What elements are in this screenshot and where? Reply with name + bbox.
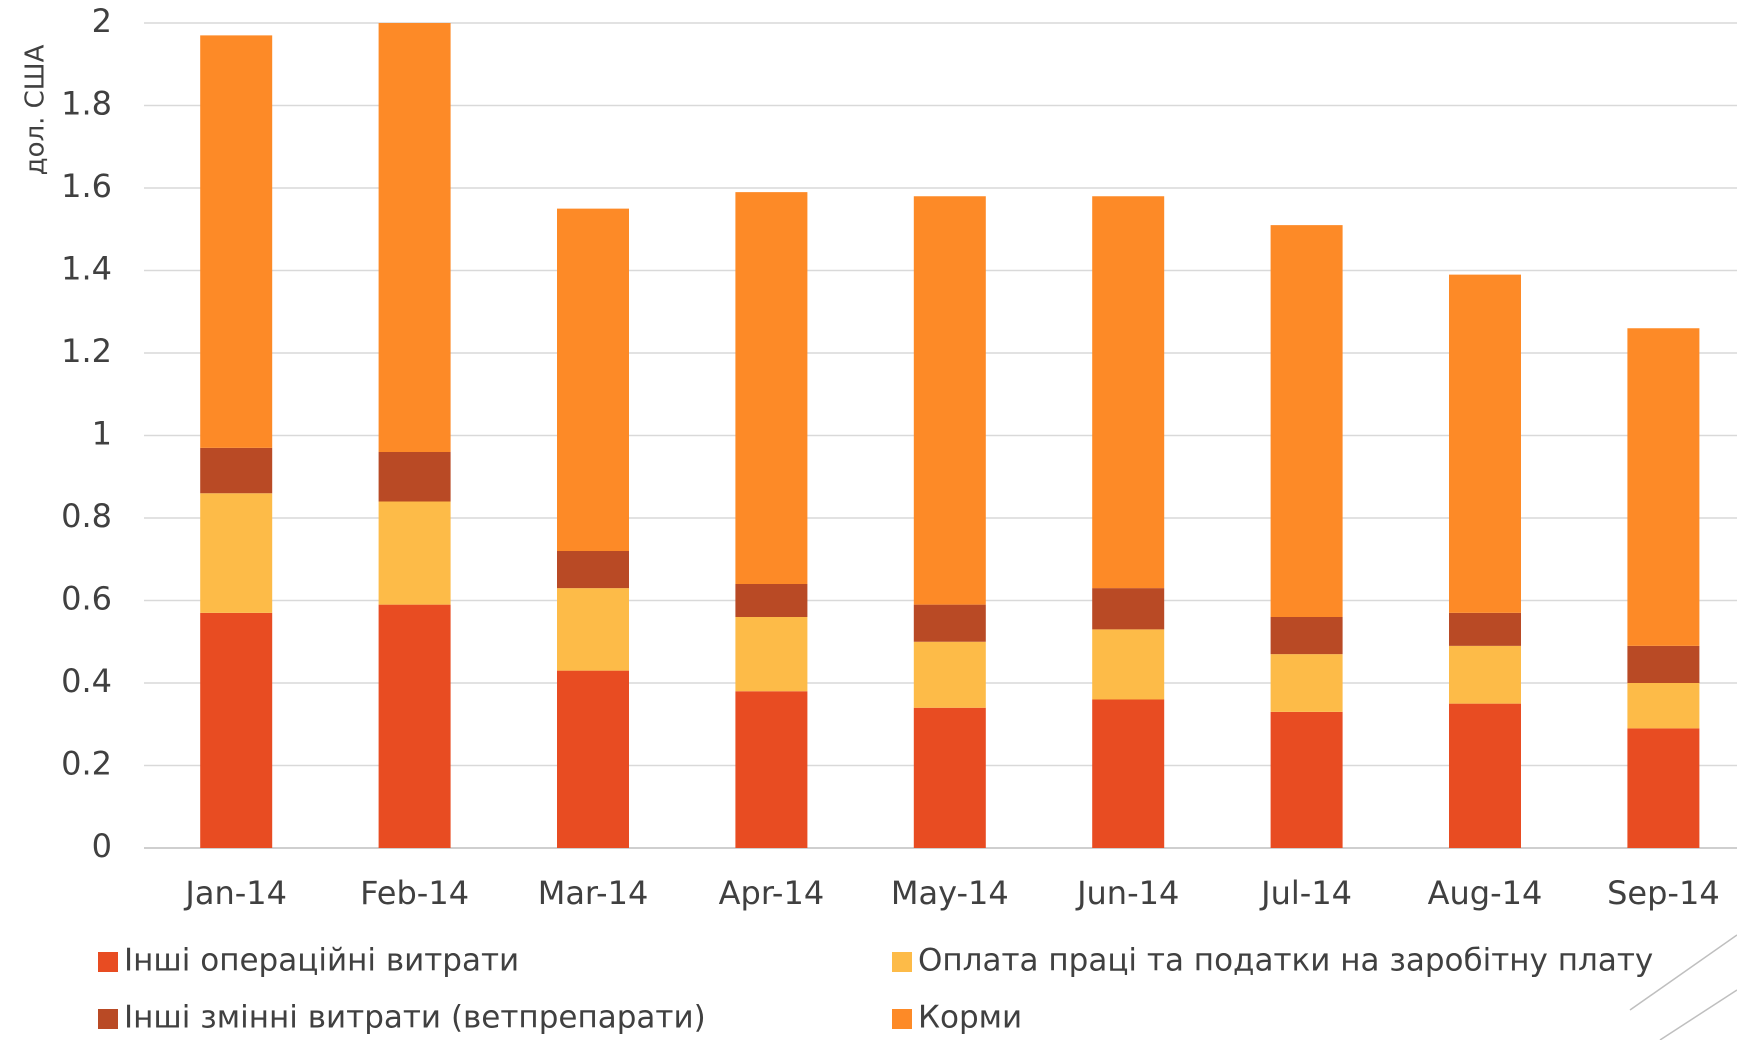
legend-swatch (98, 952, 118, 972)
bar-segment (557, 588, 629, 671)
bar-segment (378, 604, 451, 848)
x-tick-label: Sep-14 (1607, 874, 1720, 912)
x-tick-label: Jan-14 (183, 874, 287, 912)
bar-segment (1627, 645, 1700, 683)
bar-segment (200, 447, 273, 494)
legend-swatch (892, 952, 912, 972)
y-tick-label: 0.2 (61, 745, 112, 783)
y-tick-label: 1.6 (61, 167, 112, 205)
bar-segment (1092, 588, 1165, 630)
bar-segment (1627, 328, 1700, 646)
legend-swatch (892, 1009, 912, 1029)
legend-label: Інші операційні витрати (124, 943, 519, 979)
y-axis-label: дол. США (21, 44, 51, 175)
bar-segment (1449, 612, 1521, 646)
x-tick-label: Jun-14 (1075, 874, 1179, 912)
decor-line (1659, 989, 1737, 1040)
x-tick-label: Jul-14 (1259, 874, 1352, 912)
y-tick-label: 1.2 (61, 332, 112, 370)
bar-segment (1270, 617, 1343, 655)
bar-segment (378, 23, 451, 452)
legend-label: Інші змінні витрати (ветпрепарати) (124, 1000, 706, 1036)
bar-segment (1092, 699, 1165, 848)
bar-segment (1270, 654, 1343, 712)
bar-segment (1627, 683, 1700, 729)
y-tick-label: 0 (92, 827, 112, 865)
bar-segment (913, 641, 986, 708)
bar-segment (200, 35, 273, 448)
y-tick-label: 0.4 (61, 662, 112, 700)
bar-segment (1449, 274, 1521, 613)
bar-segment (378, 452, 451, 502)
bar-segment (1449, 645, 1521, 704)
y-tick-label: 1.4 (61, 250, 112, 288)
bar-segment (735, 617, 808, 692)
legend-label: Корми (918, 1000, 1022, 1036)
x-tick-label: May-14 (891, 874, 1009, 912)
bar-segment (735, 584, 808, 617)
x-tick-label: Mar-14 (538, 874, 649, 912)
bar-segment (200, 493, 273, 613)
legend-label: Оплата праці та податки на заробітну пла… (918, 943, 1653, 979)
x-tick-label: Apr-14 (719, 874, 825, 912)
x-tick-label: Aug-14 (1428, 874, 1543, 912)
decor-line (1629, 934, 1737, 1011)
y-tick-label: 0.6 (61, 580, 112, 618)
bar-segment (200, 612, 273, 848)
y-tick-label: 0.8 (61, 497, 112, 535)
bar-segment (1627, 728, 1700, 848)
bar-segment (735, 691, 808, 848)
bar-segment (1270, 711, 1343, 848)
y-tick-label: 1 (92, 415, 112, 453)
bar-segment (913, 604, 986, 642)
legend-swatch (98, 1009, 118, 1029)
bar-segment (1270, 225, 1343, 617)
bar-segment (557, 551, 629, 589)
bar-segment (557, 670, 629, 848)
x-tick-label: Feb-14 (360, 874, 469, 912)
y-tick-label: 1.8 (61, 85, 112, 123)
bar-segment (1449, 703, 1521, 848)
bar-segment (913, 707, 986, 848)
bar-segment (378, 501, 451, 605)
y-tick-label: 2 (92, 2, 112, 40)
bar-segment (913, 196, 986, 605)
bar-segment (557, 208, 629, 551)
bar-segment (735, 192, 808, 584)
bar-segment (1092, 196, 1165, 589)
bar-segment (1092, 629, 1165, 700)
